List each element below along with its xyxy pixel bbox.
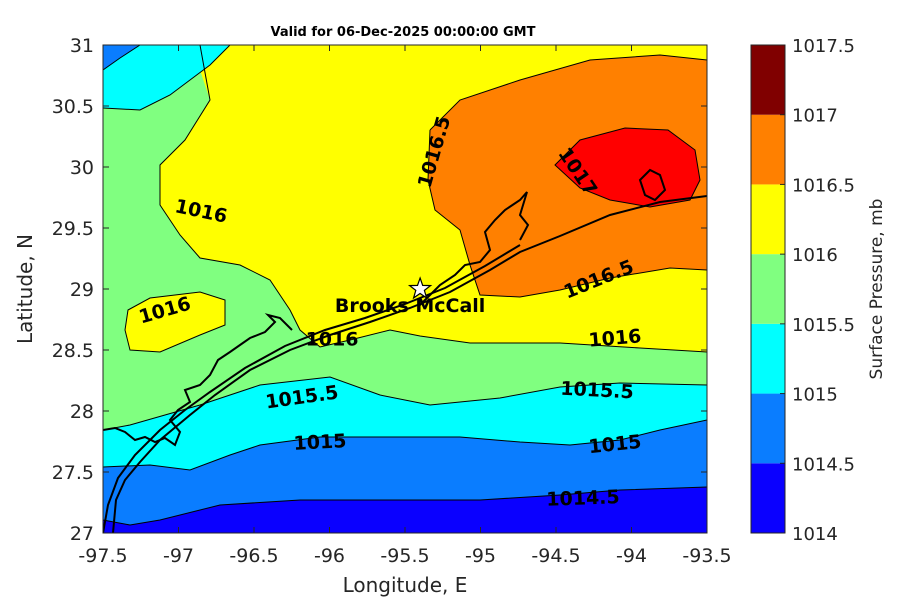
y-tick-label: 30 (70, 157, 94, 179)
y-tick-label: 29 (70, 279, 94, 301)
band-1015-1015-5-north (103, 45, 230, 110)
colorbar: 1014 1014.5 1015 1015.5 1016 1016.5 1017 1017.5 (750, 36, 855, 545)
colorbar-tick-label: 1016.5 (792, 175, 855, 196)
contour-label: 1015.5 (560, 378, 634, 404)
map-area (103, 45, 707, 533)
y-tick-label: 28 (70, 401, 94, 423)
map-title: Valid for 06-Dec-2025 00:00:00 GMT (271, 25, 536, 40)
x-tick-label: -94.5 (531, 545, 580, 567)
station-marker: Brooks McCall (335, 276, 485, 317)
y-axis-ticks: 27 27.5 28 28.5 29 29.5 30 30.5 31 (52, 35, 707, 545)
x-tick-label: -95 (465, 545, 496, 567)
colorbar-swatch (751, 463, 785, 533)
colorbar-tick-label: 1017.5 (792, 36, 855, 57)
x-tick-label: -96 (314, 545, 345, 567)
band-1014-5-1015-north (103, 45, 140, 70)
x-tick-label: -95.5 (380, 545, 429, 567)
station-label: Brooks McCall (335, 295, 485, 317)
contour-label: 1015 (587, 431, 642, 458)
y-tick-label: 28.5 (52, 340, 94, 362)
x-tick-label: -93.5 (682, 545, 731, 567)
y-tick-label: 27 (70, 523, 94, 545)
x-tick-label: -97.5 (78, 545, 127, 567)
x-tick-label: -97 (163, 545, 194, 567)
colorbar-frame (750, 44, 786, 534)
contour-label: 1016 (588, 325, 643, 352)
colorbar-swatch (751, 254, 785, 324)
contour-label: 1014.5 (546, 486, 620, 511)
y-tick-label: 31 (70, 35, 94, 57)
colorbar-tick-label: 1015 (792, 385, 838, 406)
colorbar-tick-label: 1014 (792, 524, 838, 545)
y-axis-label: Latitude, N (13, 234, 37, 344)
contour-lines (103, 45, 707, 526)
colorbar-swatch (751, 184, 785, 255)
colorbar-swatch (751, 45, 785, 115)
x-axis-label: Longitude, E (343, 573, 468, 597)
band-1014-1014-5 (103, 487, 707, 533)
colorbar-label: Surface Pressure, mb (867, 199, 887, 380)
y-tick-label: 30.5 (52, 96, 94, 118)
coastline (103, 168, 707, 533)
colorbar-swatch (751, 393, 785, 464)
contour-label: 1015 (293, 430, 347, 455)
station-star-icon (407, 276, 433, 300)
colorbar-tick-label: 1017 (792, 106, 838, 127)
contour-label: 1016 (306, 329, 359, 351)
colorbar-tick-label: 1015.5 (792, 315, 855, 336)
colorbar-tick-label: 1016 (792, 245, 838, 266)
x-tick-label: -96.5 (229, 545, 278, 567)
y-tick-label: 29.5 (52, 218, 94, 240)
x-axis-ticks: -97.5 -97 -96.5 -96 -95.5 -95 -94.5 -94 -93.5 (78, 45, 732, 567)
colorbar-swatch (751, 323, 785, 394)
colorbar-tick-label: 1014.5 (792, 454, 855, 475)
colorbar-swatch (751, 114, 785, 185)
x-tick-label: -94 (616, 545, 647, 567)
band-1016-1016-5-west (125, 292, 225, 352)
y-tick-label: 27.5 (52, 462, 94, 484)
